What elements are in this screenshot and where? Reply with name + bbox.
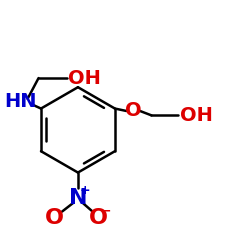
Text: OH: OH	[180, 106, 212, 125]
Text: HN: HN	[4, 92, 36, 111]
Text: OH: OH	[68, 68, 101, 87]
Text: +: +	[80, 184, 90, 197]
Text: O: O	[45, 208, 64, 228]
Text: −: −	[101, 204, 111, 217]
Text: N: N	[69, 188, 87, 208]
Text: O: O	[125, 102, 142, 120]
Text: O: O	[89, 208, 108, 228]
